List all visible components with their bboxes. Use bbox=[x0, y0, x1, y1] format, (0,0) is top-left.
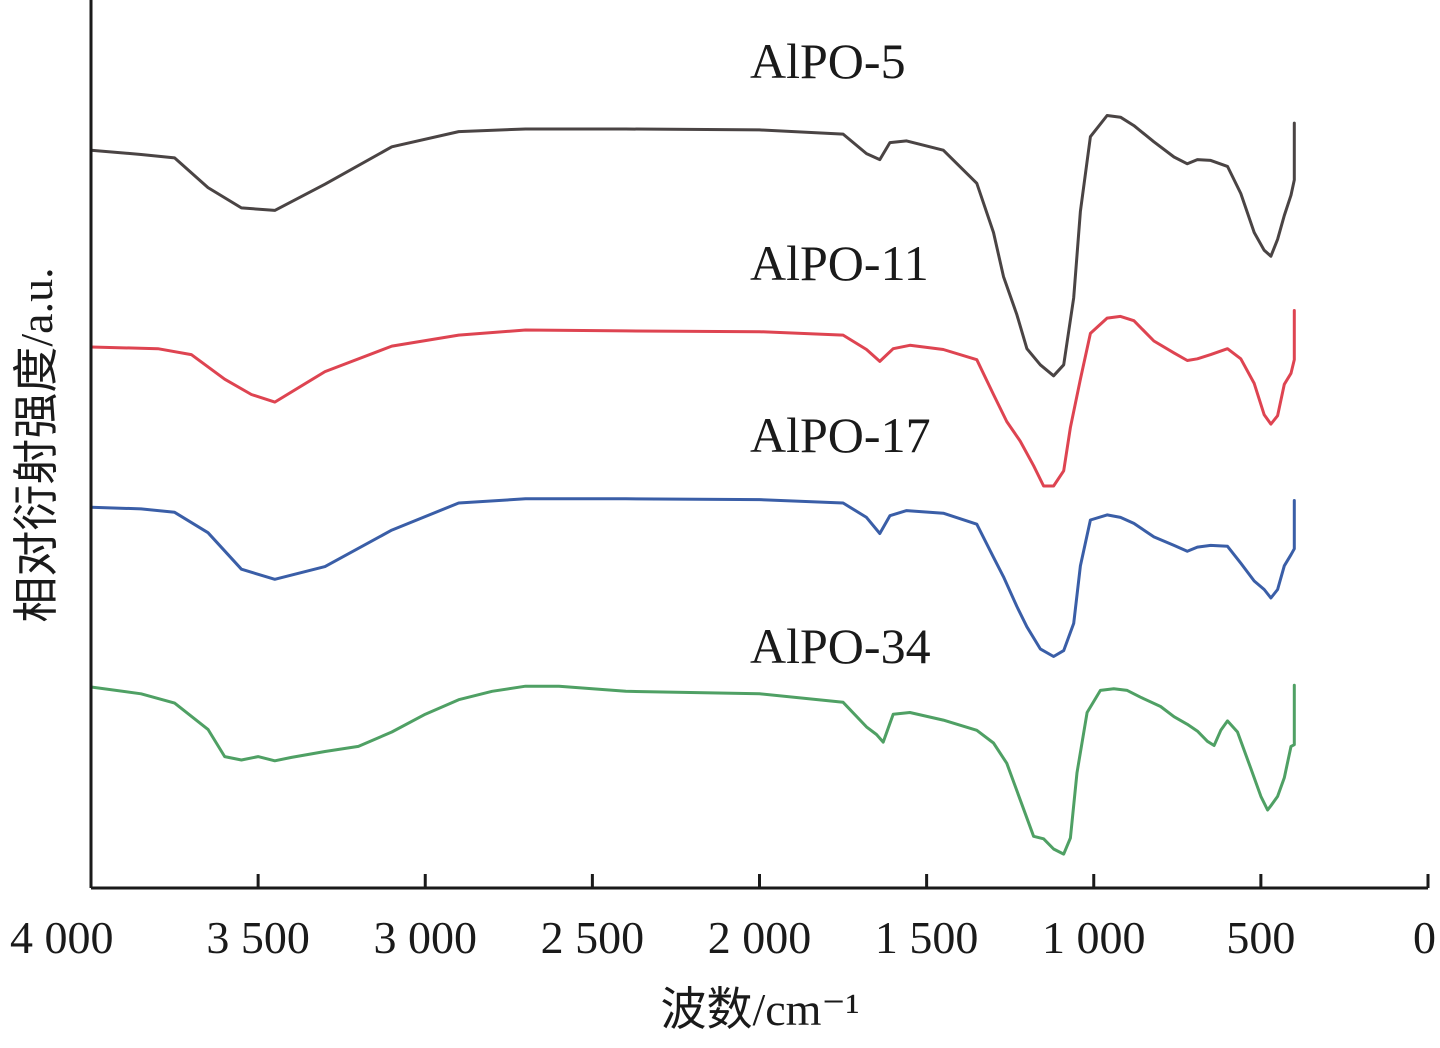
x-tick-label: 3 500 bbox=[206, 912, 310, 963]
x-tick-label: 0 bbox=[1413, 912, 1436, 963]
series-layer bbox=[89, 114, 1296, 856]
series-line-alpo-34 bbox=[89, 683, 1296, 856]
x-tick-label: 1 000 bbox=[1042, 912, 1146, 963]
x-tick-label: 2 500 bbox=[541, 912, 645, 963]
x-tick-label: 4 000 bbox=[10, 912, 114, 963]
series-label-alpo-11: AlPO-11 bbox=[750, 235, 929, 291]
x-tick-layer: 4 000 3 500 3 000 2 500 2 000 1 500 1 000 500 0 bbox=[10, 874, 1436, 963]
series-label-layer: AlPO-5 AlPO-11 AlPO-17 AlPO-34 bbox=[750, 33, 931, 674]
series-label-alpo-34: AlPO-34 bbox=[750, 618, 931, 674]
y-axis-title: 相对衍射强度/a.u. bbox=[11, 267, 62, 622]
series-label-alpo-5: AlPO-5 bbox=[750, 33, 906, 89]
series-label-alpo-17: AlPO-17 bbox=[750, 407, 931, 463]
x-axis-title: 波数/cm⁻¹ bbox=[660, 984, 859, 1035]
x-tick-label: 3 000 bbox=[374, 912, 478, 963]
series-line-alpo-5 bbox=[89, 114, 1296, 378]
series-line-alpo-11 bbox=[89, 309, 1296, 488]
x-tick-label: 2 000 bbox=[708, 912, 812, 963]
x-tick-label: 500 bbox=[1226, 912, 1295, 963]
series-line-alpo-17 bbox=[89, 497, 1296, 658]
x-tick-label: 1 500 bbox=[875, 912, 979, 963]
